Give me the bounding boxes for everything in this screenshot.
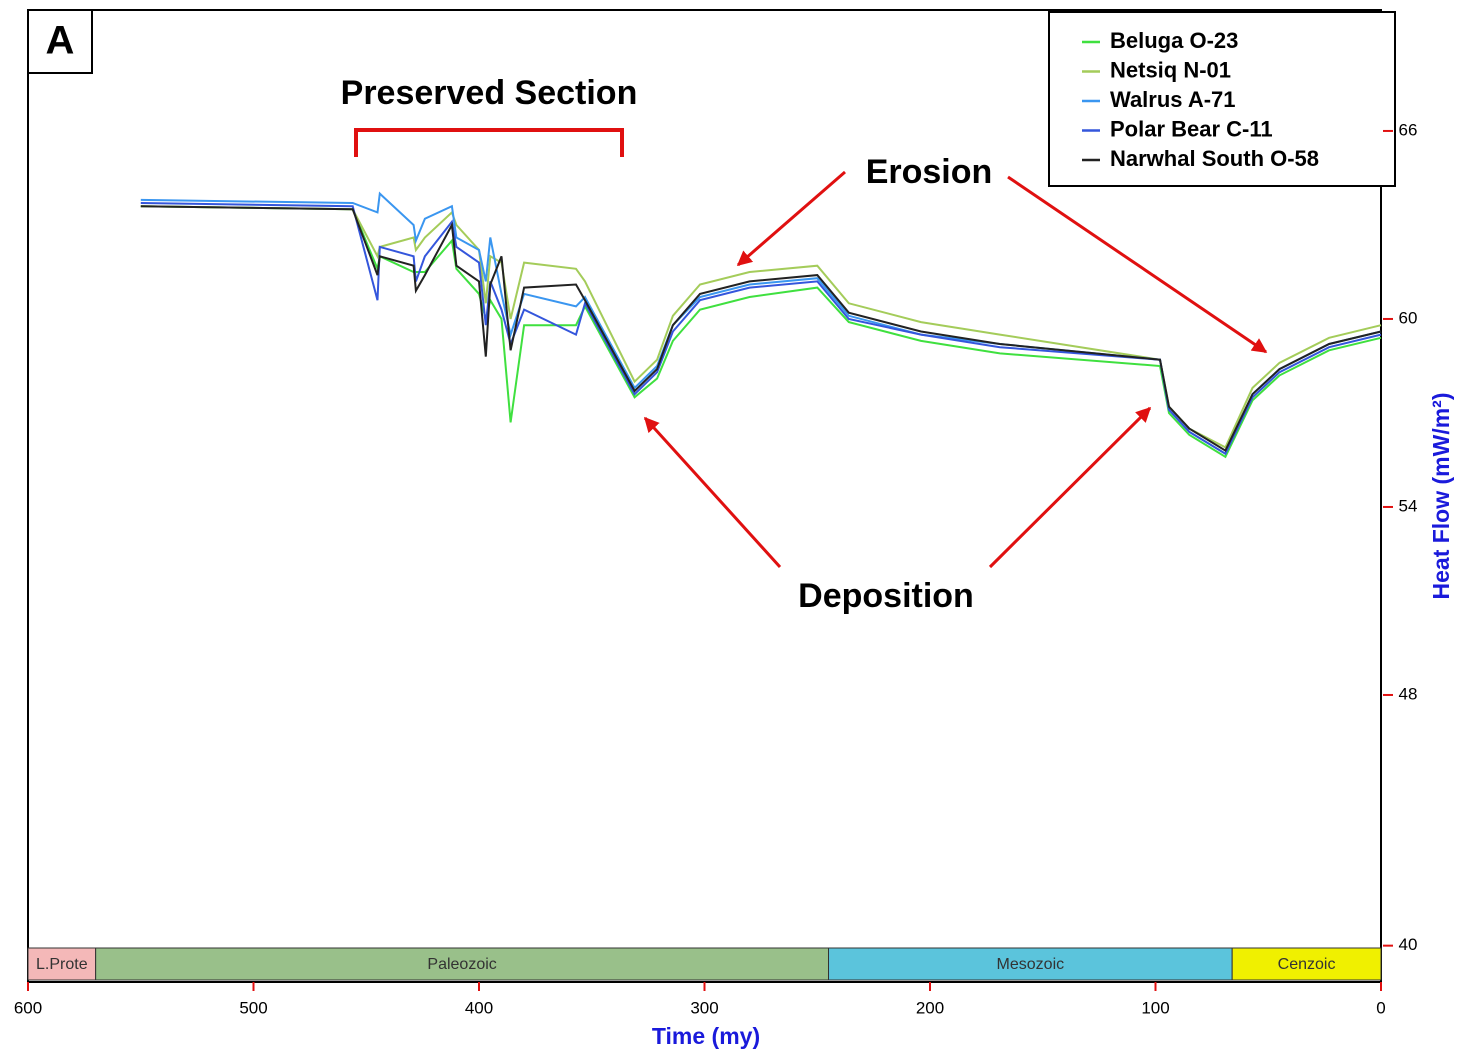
y-tick-label: 54 xyxy=(1399,496,1418,515)
era-label: Mesozoic xyxy=(997,956,1065,973)
legend-label: Netsiq N-01 xyxy=(1110,57,1231,82)
annotation: Preserved Section xyxy=(341,74,638,112)
series-line xyxy=(140,202,1382,456)
series-line xyxy=(140,205,1382,449)
x-tick-label: 600 xyxy=(14,998,42,1017)
era-label: Cenzoic xyxy=(1278,956,1336,973)
y-tick-label: 40 xyxy=(1399,935,1418,954)
arrow xyxy=(988,406,1152,569)
annotation: Erosion xyxy=(866,153,993,191)
era-band xyxy=(1231,947,1382,981)
legend-label: Walrus A-71 xyxy=(1110,87,1236,112)
arrows xyxy=(643,170,1268,569)
y-axis-title: Heat Flow (mW/m²) xyxy=(1428,393,1454,600)
legend-label: Beluga O-23 xyxy=(1110,28,1238,53)
annotation: Deposition xyxy=(798,577,974,615)
series-line xyxy=(140,205,1382,453)
era-label: L.Prote xyxy=(36,956,88,973)
era-band xyxy=(27,947,97,981)
y-tick-label: 60 xyxy=(1399,308,1418,327)
x-tick-label: 200 xyxy=(916,998,944,1017)
arrow xyxy=(643,416,782,569)
legend-label: Narwhal South O-58 xyxy=(1110,146,1319,171)
x-tick-label: 0 xyxy=(1376,998,1385,1017)
x-tick-label: 300 xyxy=(690,998,718,1017)
y-tick-label: 66 xyxy=(1399,120,1418,139)
series-line xyxy=(140,205,1382,459)
legend-label: Polar Bear C-11 xyxy=(1110,116,1273,141)
x-tick-label: 100 xyxy=(1141,998,1169,1017)
panel-box xyxy=(27,9,93,74)
legend xyxy=(1048,11,1396,187)
era-band xyxy=(95,947,830,981)
arrow xyxy=(736,170,846,267)
panel-label: A xyxy=(46,19,75,63)
x-tick-label: 500 xyxy=(239,998,267,1017)
arrow xyxy=(1007,175,1268,354)
series-line xyxy=(140,191,1382,456)
x-axis-title: Time (my) xyxy=(652,1023,760,1049)
bracket xyxy=(354,128,624,157)
y-tick-label: 48 xyxy=(1399,684,1418,703)
x-tick-label: 400 xyxy=(465,998,493,1017)
era-label: Paleozoic xyxy=(427,956,496,973)
